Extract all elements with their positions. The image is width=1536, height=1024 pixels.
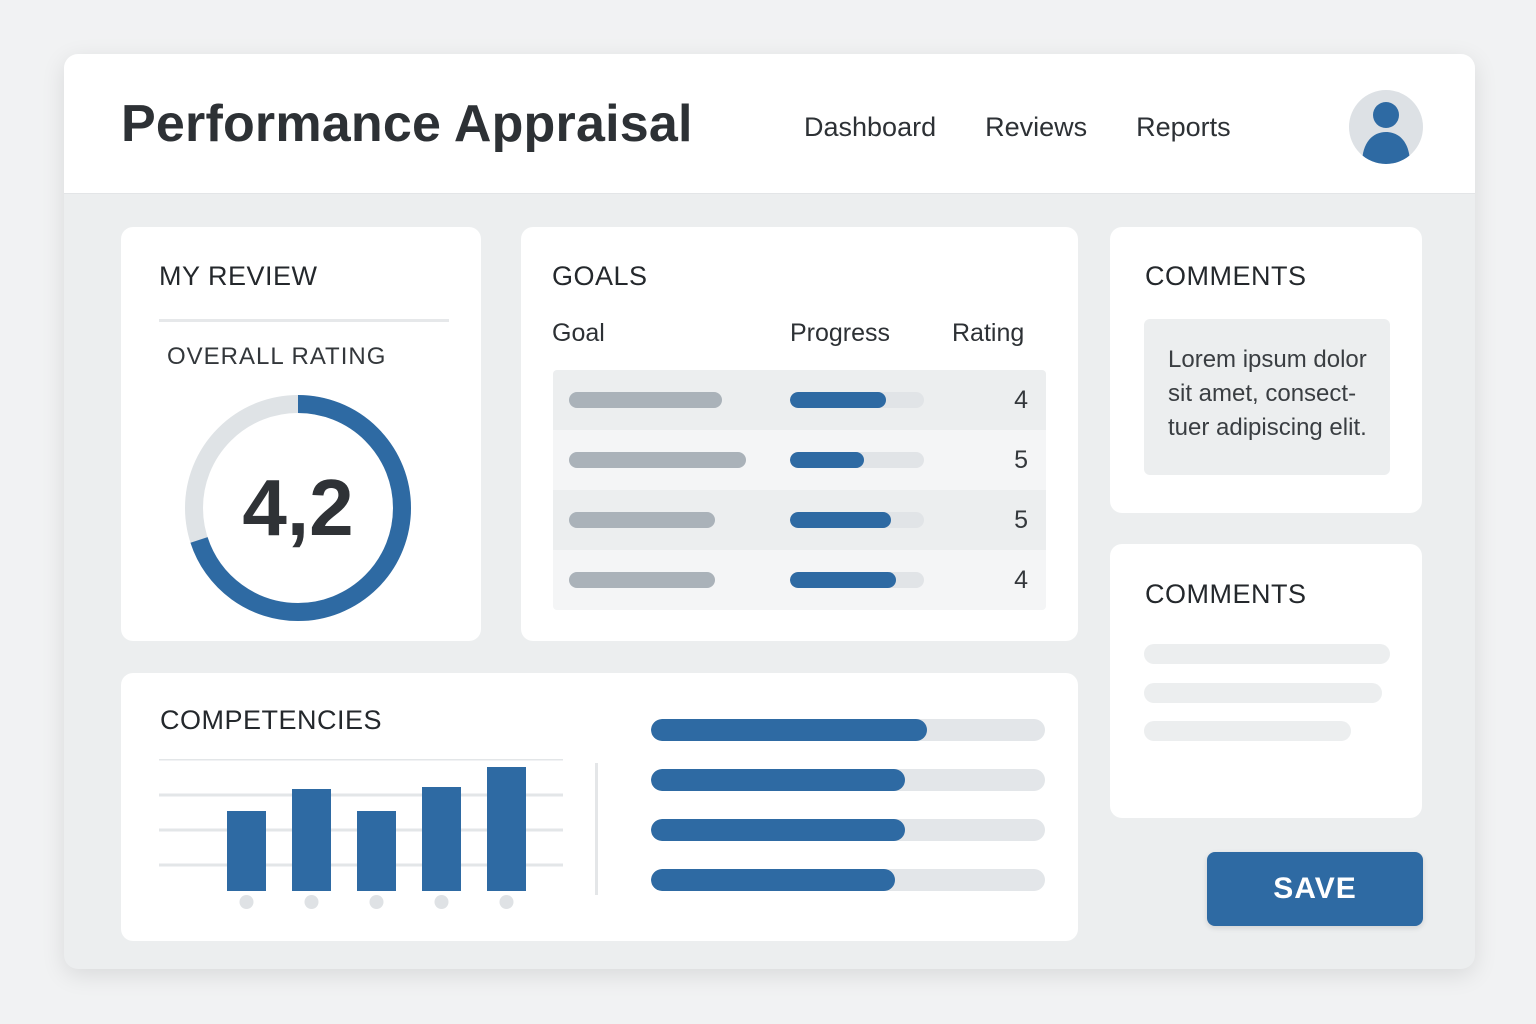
goal-progress-bar[interactable]: [790, 572, 924, 588]
table-row[interactable]: 5: [553, 430, 1046, 490]
nav-reports[interactable]: Reports: [1136, 112, 1231, 142]
my-review-title: MY REVIEW: [159, 261, 318, 291]
competency-progress-fill: [651, 819, 906, 841]
my-review-card: MY REVIEW OVERALL RATING 4,2: [121, 227, 481, 641]
column-header-goal: Goal: [552, 319, 605, 347]
goal-progress-fill: [790, 392, 887, 408]
app-title: Performance Appraisal: [121, 95, 693, 153]
goal-name-placeholder: [569, 452, 746, 468]
competencies-title: COMPETENCIES: [160, 705, 383, 735]
competencies-bar-chart: [159, 759, 563, 909]
goal-progress-bar[interactable]: [790, 392, 924, 408]
comment-placeholder-line: [1144, 721, 1351, 741]
competency-progress-bar: [651, 869, 1045, 891]
header-bar: Performance Appraisal Dashboard Reviews …: [64, 54, 1475, 194]
goals-title: GOALS: [552, 261, 648, 291]
column-header-rating: Rating: [952, 319, 1025, 347]
goal-progress-fill: [790, 452, 864, 468]
comments-card-secondary: COMMENTS: [1110, 544, 1422, 818]
rating-gauge: [185, 395, 411, 621]
chart-bar: [292, 789, 331, 891]
goal-rating: 4: [1014, 566, 1028, 594]
goal-progress-fill: [790, 572, 896, 588]
divider: [595, 763, 598, 895]
goal-progress-bar[interactable]: [790, 512, 924, 528]
app-window: Performance Appraisal Dashboard Reviews …: [64, 54, 1475, 969]
chart-category-marker: [304, 895, 319, 909]
goal-name-placeholder: [569, 572, 715, 588]
comment-text-area[interactable]: Lorem ipsum dolor sit amet, consect-tuer…: [1144, 319, 1390, 475]
chart-bar: [357, 811, 396, 891]
divider: [159, 319, 449, 322]
column-header-progress: Progress: [790, 319, 891, 347]
chart-category-marker: [499, 895, 514, 909]
goal-name-placeholder: [569, 512, 715, 528]
comments-title: COMMENTS: [1145, 579, 1307, 609]
goals-card: GOALS Goal Progress Rating 4 5 5: [521, 227, 1078, 641]
user-avatar-icon[interactable]: [1349, 90, 1423, 164]
goal-rating: 5: [1014, 446, 1028, 474]
chart-bar: [227, 811, 266, 891]
comments-card: COMMENTS Lorem ipsum dolor sit amet, con…: [1110, 227, 1422, 513]
chart-bar: [422, 787, 461, 891]
chart-bar: [487, 767, 526, 891]
goal-progress-bar[interactable]: [790, 452, 924, 468]
goals-table: 4 5 5 4: [553, 370, 1046, 610]
table-row[interactable]: 4: [553, 370, 1046, 430]
nav-dashboard[interactable]: Dashboard: [804, 112, 937, 142]
overall-rating-label: OVERALL RATING: [167, 343, 387, 370]
competency-progress-bar: [651, 719, 1045, 741]
nav-reviews[interactable]: Reviews: [985, 112, 1088, 142]
save-button[interactable]: SAVE: [1207, 852, 1423, 926]
gauge-fill: [185, 395, 411, 621]
chart-category-marker: [239, 895, 254, 909]
comments-title: COMMENTS: [1145, 261, 1307, 291]
comment-placeholder-line: [1144, 683, 1382, 703]
goal-progress-fill: [790, 512, 891, 528]
goal-rating: 5: [1014, 506, 1028, 534]
competency-progress-fill: [651, 719, 927, 741]
competency-progress-bar: [651, 819, 1045, 841]
goal-name-placeholder: [569, 392, 722, 408]
chart-category-marker: [434, 895, 449, 909]
competency-progress-bar: [651, 769, 1045, 791]
goal-rating: 4: [1014, 386, 1028, 414]
table-row[interactable]: 4: [553, 550, 1046, 610]
overall-rating-value: 4,2: [242, 463, 354, 552]
main-nav: Dashboard Reviews Reports: [804, 112, 1231, 143]
table-row[interactable]: 5: [553, 490, 1046, 550]
chart-category-marker: [369, 895, 384, 909]
competency-progress-fill: [651, 769, 906, 791]
competency-progress-fill: [651, 869, 896, 891]
competencies-card: COMPETENCIES: [121, 673, 1078, 941]
comment-placeholder-line: [1144, 644, 1390, 664]
